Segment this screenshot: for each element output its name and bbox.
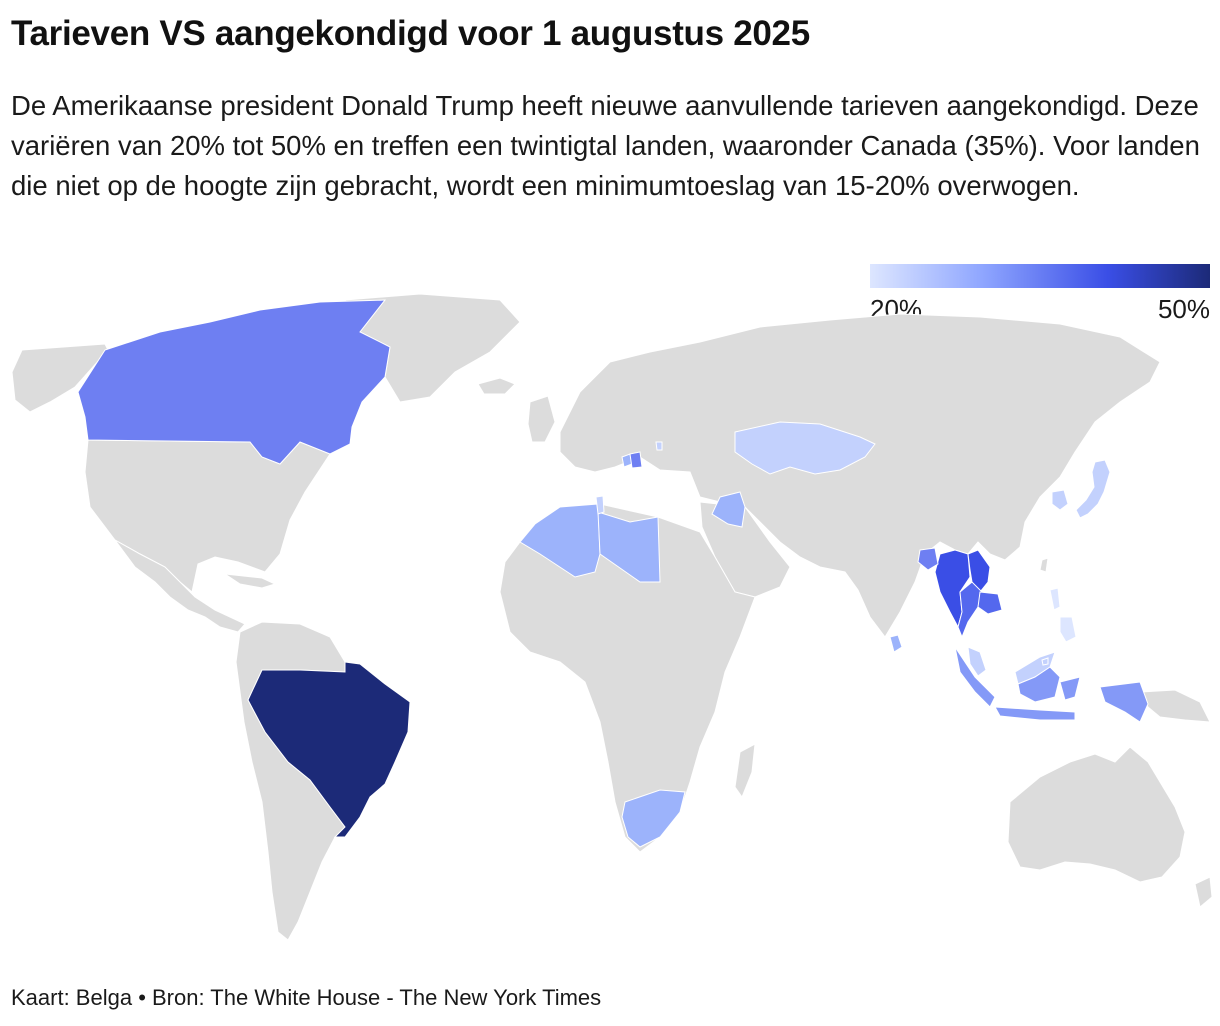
land-arabia bbox=[699, 501, 791, 598]
country-bangladesh: Bangladesh: 35% bbox=[917, 547, 939, 571]
land-taiwan bbox=[1039, 557, 1049, 573]
country-libya: Libya: 30% bbox=[597, 511, 661, 583]
country-brunei: Brunei: 25% bbox=[1041, 657, 1049, 666]
country-serbia: Serbia: 35% bbox=[629, 451, 643, 469]
map-subtitle: De Amerikaanse president Donald Trump he… bbox=[11, 90, 1200, 201]
land-caribbean bbox=[224, 573, 277, 589]
legend-gradient-bar bbox=[870, 264, 1210, 288]
land-alaska bbox=[11, 343, 109, 413]
country-kazakhstan: Kazakhstan: 25% bbox=[734, 421, 876, 475]
land-masses bbox=[11, 293, 1213, 941]
map-title: Tarieven VS aangekondigd voor 1 augustus… bbox=[11, 14, 810, 53]
country-moldova: Moldova: 25% bbox=[655, 441, 663, 451]
country-south-africa: South Africa: 30% bbox=[621, 789, 686, 848]
world-map: Canada: 35% Brazil: 50% Algeria: 30% Lib… bbox=[0, 292, 1220, 952]
land-australia bbox=[1007, 746, 1186, 883]
tariff-countries: Canada: 35% Brazil: 50% Algeria: 30% Lib… bbox=[77, 299, 1149, 848]
land-usa bbox=[84, 439, 331, 593]
country-sri-lanka: Sri Lanka: 30% bbox=[889, 634, 903, 653]
land-new-zealand bbox=[1194, 876, 1213, 908]
source-credit: Kaart: Belga • Bron: The White House - T… bbox=[11, 985, 602, 1010]
legend-max-label: 50% bbox=[1157, 294, 1210, 324]
country-laos: Laos: 40% bbox=[967, 549, 991, 593]
land-madagascar bbox=[734, 743, 756, 799]
world-map-svg: Canada: 35% Brazil: 50% Algeria: 30% Lib… bbox=[11, 293, 1213, 941]
land-new-guinea bbox=[1139, 689, 1211, 723]
country-thailand: Thailand: 36% bbox=[957, 581, 983, 639]
country-cambodia: Cambodia: 36% bbox=[977, 591, 1003, 615]
country-indonesia: Indonesia: 32% bbox=[954, 646, 1149, 723]
country-canada: Canada: 35% bbox=[77, 299, 391, 465]
land-uk bbox=[527, 395, 556, 443]
country-japan: Japan: 25% bbox=[1075, 459, 1111, 519]
country-brazil: Brazil: 50% bbox=[247, 661, 411, 838]
color-legend: 20% 50% bbox=[870, 264, 1210, 324]
land-mexico-central-america bbox=[114, 539, 246, 633]
country-south-korea: South Korea: 25% bbox=[1051, 489, 1069, 511]
country-philippines: Philippines: 20% bbox=[1049, 587, 1077, 643]
land-iceland bbox=[477, 377, 516, 395]
country-tunisia: Tunisia: 25% bbox=[595, 495, 605, 515]
country-iraq: Iraq: 30% bbox=[711, 491, 746, 528]
